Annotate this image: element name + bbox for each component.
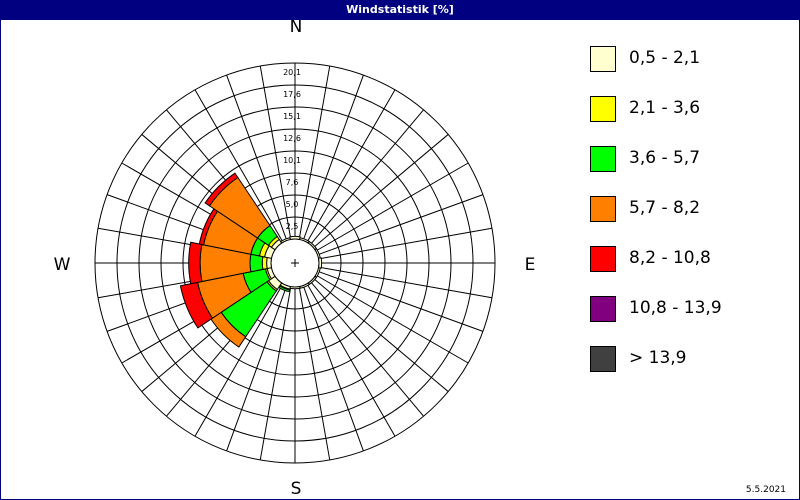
legend-swatch [590, 346, 616, 372]
radial-tick-label: 15,1 [283, 112, 301, 121]
wind-bar-s [289, 285, 301, 290]
legend-swatch [590, 246, 616, 272]
legend-swatch [590, 296, 616, 322]
legend-label: 10,8 - 13,9 [629, 298, 722, 318]
legend-swatch [590, 196, 616, 222]
west-label: W [54, 255, 71, 275]
grid-spoke [306, 89, 396, 243]
wind-bar-sse [299, 282, 311, 289]
legend-label: 2,1 - 3,6 [629, 98, 701, 118]
grid-spoke [317, 194, 484, 256]
grid-spoke [313, 278, 449, 392]
wind-bar-wsw [179, 281, 214, 329]
wind-bar-n [289, 235, 301, 241]
grid-spoke [302, 74, 364, 241]
grid-spoke [318, 266, 493, 299]
legend-label: 8,2 - 10,8 [629, 248, 711, 268]
grid-spoke [318, 227, 493, 260]
radial-tick-label: 7,6 [286, 178, 299, 187]
wind-bar-e [317, 257, 323, 269]
grid-spoke [310, 281, 424, 417]
legend-label: 0,5 - 2,1 [629, 48, 701, 68]
legend-swatch [590, 146, 616, 172]
chart-title: Windstatistik [%] [0, 0, 800, 20]
radial-tick-label: 17,6 [283, 90, 301, 99]
wind-rose-chart: 2,5 5,0 7,6 10,1 12,6 15,1 17,6 20,1 N E S W [54, 20, 536, 499]
wind-bar-nw [204, 172, 239, 207]
radial-tick-label: 2,5 [286, 222, 299, 231]
grid-spoke [226, 285, 288, 452]
grid-spoke [310, 109, 424, 245]
radial-tick-label: 12,6 [283, 134, 301, 143]
grid-spoke [259, 65, 292, 240]
wind-bars [179, 172, 323, 348]
grid-spoke [317, 270, 484, 332]
grid-spoke [194, 89, 284, 243]
wind-bar-w [249, 253, 264, 273]
grid-spoke [313, 134, 449, 248]
center-marker [291, 259, 299, 267]
radial-tick-label: 5,0 [286, 200, 299, 209]
grid-spoke [226, 74, 288, 241]
east-label: E [525, 255, 536, 275]
wind-bar-ene [314, 247, 321, 259]
grid-spoke [302, 285, 364, 452]
south-label: S [291, 479, 302, 499]
wind-bar-ese [314, 267, 321, 279]
polar-grid [94, 62, 496, 464]
north-label: N [290, 20, 303, 37]
grid-spoke [259, 286, 292, 461]
wind-bar-w [188, 241, 203, 285]
radial-tick-label: 20,1 [283, 68, 301, 77]
grid-spoke [315, 162, 469, 252]
legend-label: 3,6 - 5,7 [629, 148, 701, 168]
wind-bar-nne [299, 237, 311, 244]
radial-tick-labels: 2,5 5,0 7,6 10,1 12,6 15,1 17,6 20,1 [283, 68, 301, 231]
grid-spoke [298, 65, 331, 240]
grid-spoke [194, 283, 284, 437]
grid-spoke [298, 286, 331, 461]
date-stamp: 5.5.2021 [745, 485, 786, 495]
grid-spoke [315, 274, 469, 364]
legend-label: 5,7 - 8,2 [629, 198, 701, 218]
legend-swatch [590, 46, 616, 72]
radial-tick-label: 10,1 [283, 156, 301, 165]
legend-swatch [590, 96, 616, 122]
grid-spoke [306, 283, 396, 437]
legend-label: > 13,9 [629, 348, 687, 368]
wind-bar-nnw [279, 237, 291, 244]
